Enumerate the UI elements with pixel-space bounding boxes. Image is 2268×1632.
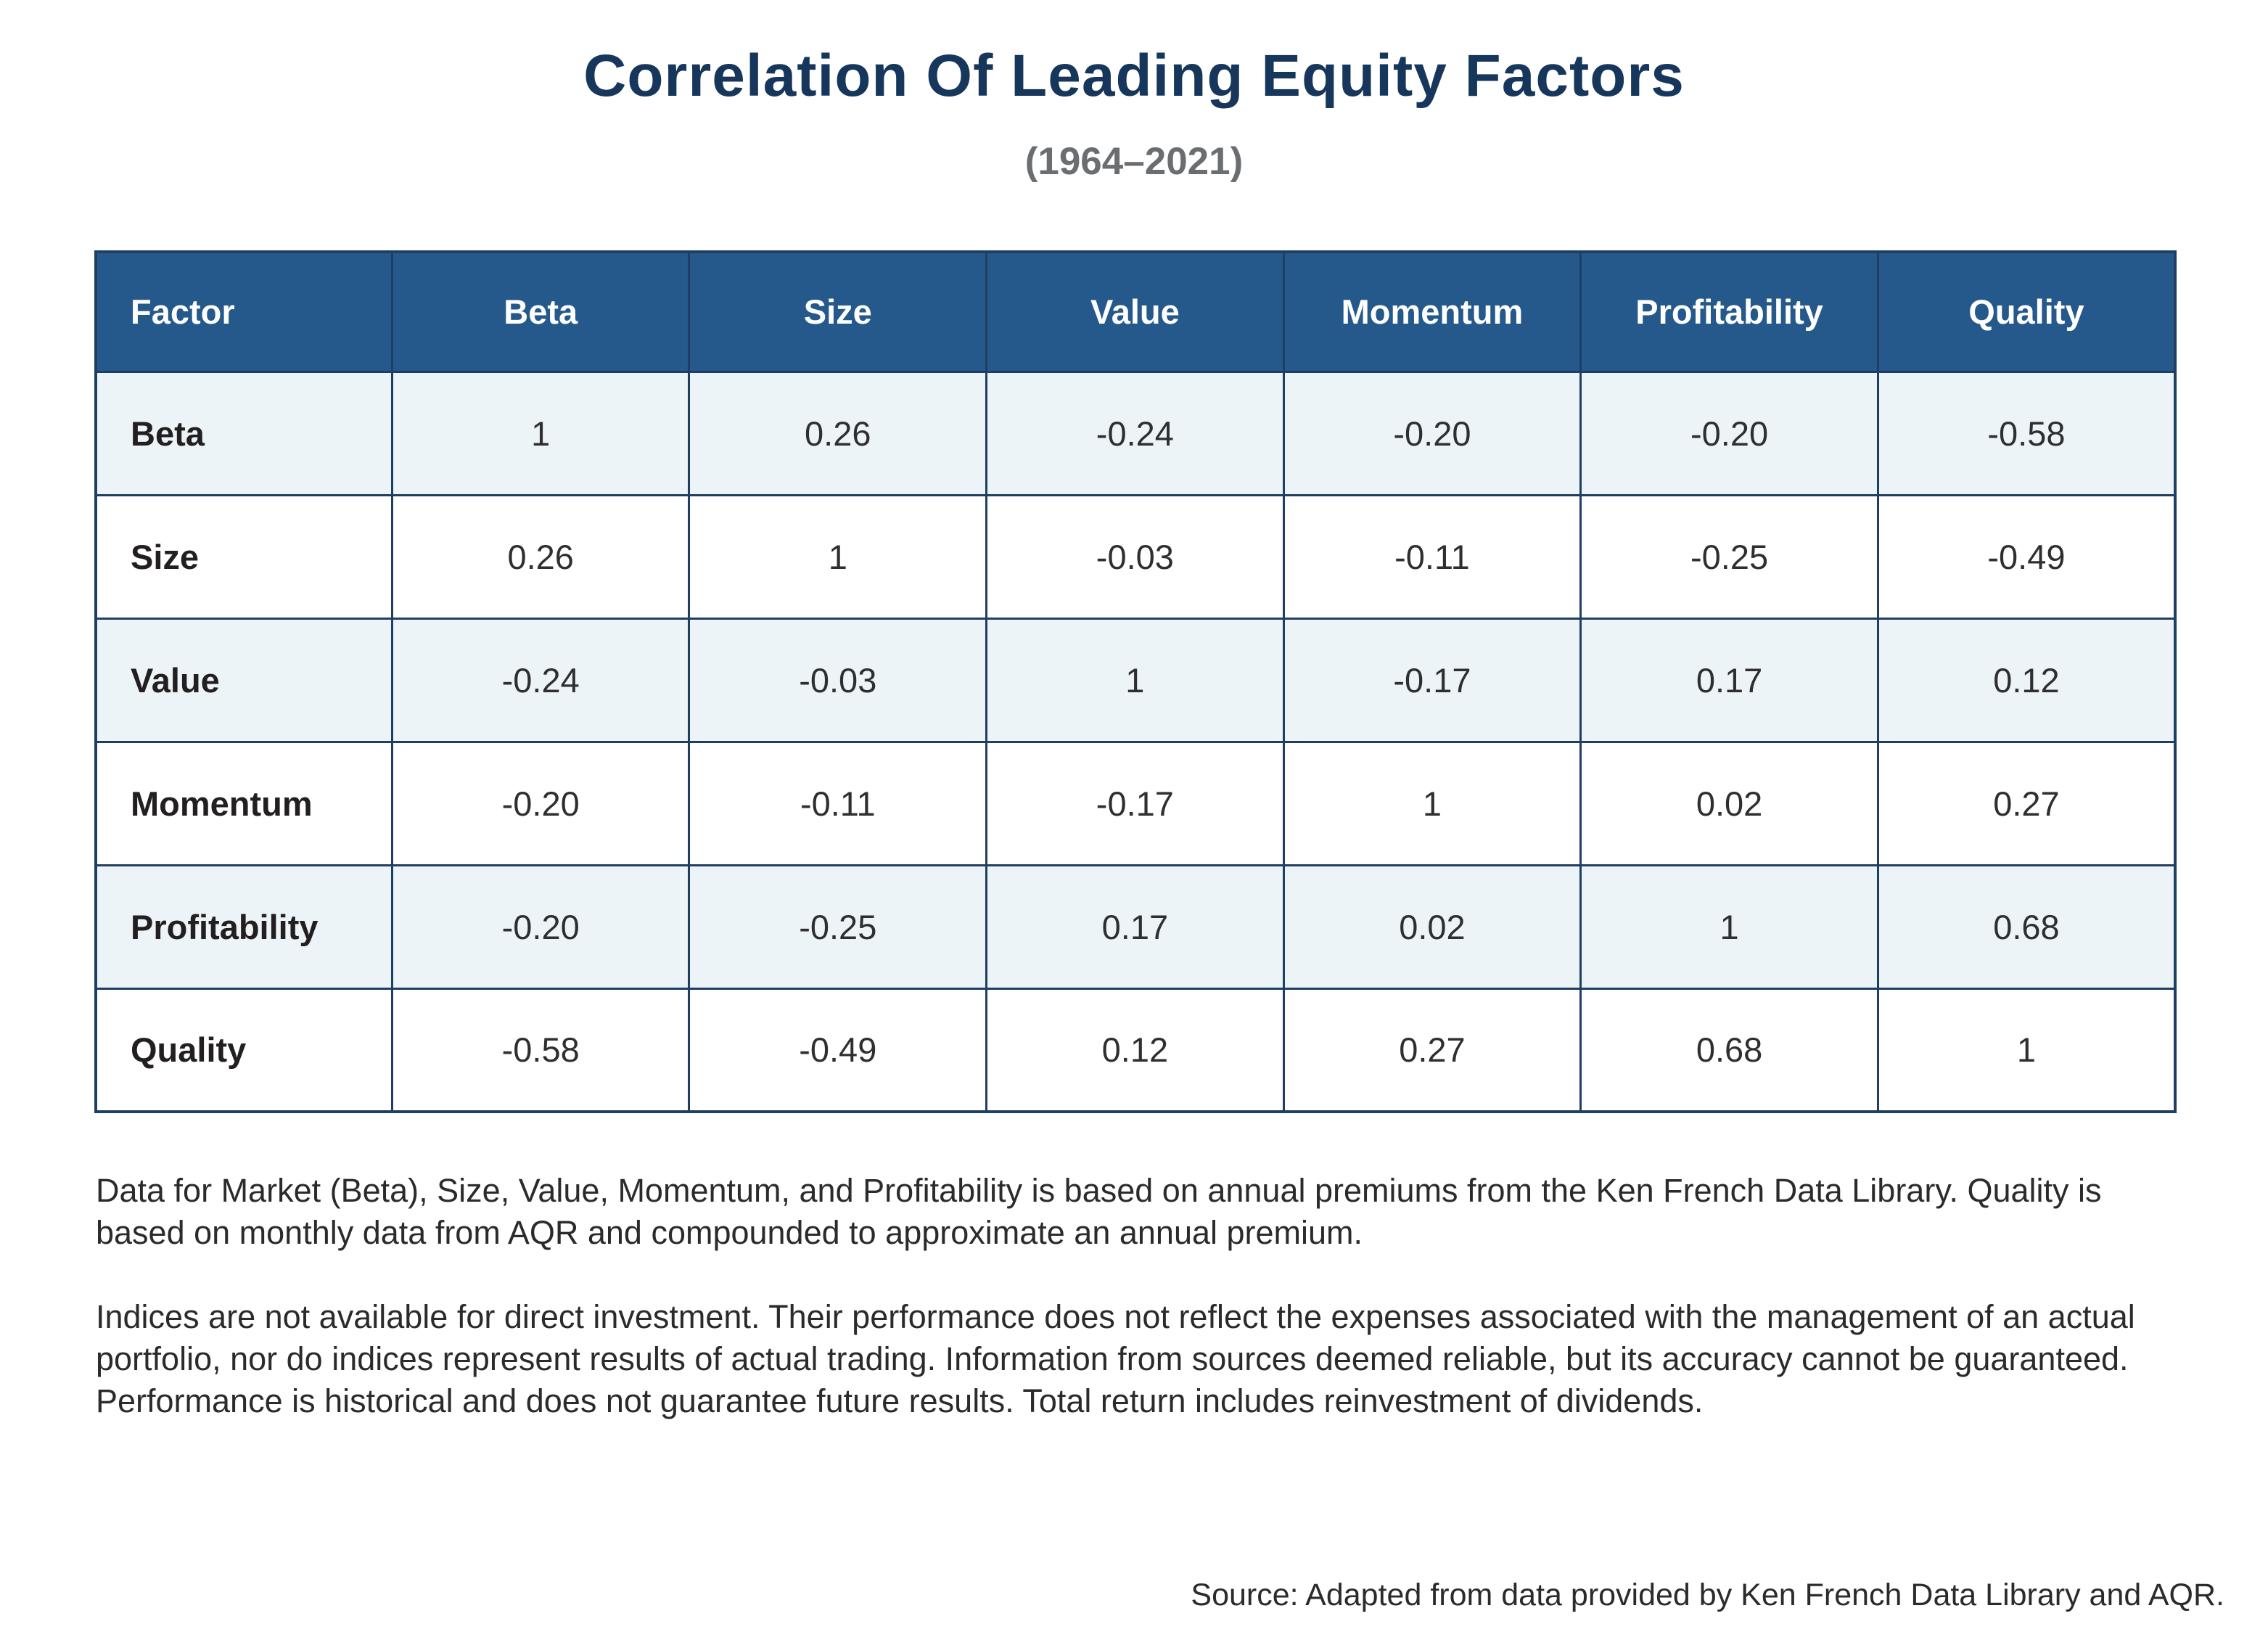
cell-value: 0.26 [688, 370, 988, 496]
cell-value: -0.17 [985, 740, 1285, 866]
cell-value: -0.49 [1876, 493, 2177, 620]
cell-value: 0.12 [985, 987, 1285, 1113]
row-label: Profitability [94, 864, 393, 990]
cell-value: 1 [688, 493, 988, 620]
header-cell-momentum: Momentum [1282, 250, 1582, 373]
row-label: Quality [94, 987, 393, 1113]
row-label: Value [94, 617, 393, 743]
table-row: Beta 1 0.26 -0.24 -0.20 -0.20 -0.58 [94, 370, 2177, 496]
cell-value: 0.02 [1579, 740, 1879, 866]
cell-value: -0.25 [688, 864, 988, 990]
cell-value: 0.68 [1579, 987, 1879, 1113]
header-cell-value: Value [985, 250, 1285, 373]
table-row: Size 0.26 1 -0.03 -0.11 -0.25 -0.49 [94, 493, 2177, 620]
source-attribution: Source: Adapted from data provided by Ke… [1191, 1578, 2224, 1612]
correlation-table: Factor Beta Size Value Momentum Profitab… [94, 250, 2177, 1113]
cell-value: -0.24 [390, 617, 691, 743]
cell-value: -0.25 [1579, 493, 1879, 620]
header-cell-profitability: Profitability [1579, 250, 1879, 373]
table-row: Quality -0.58 -0.49 0.12 0.27 0.68 1 [94, 987, 2177, 1113]
header-row: Factor Beta Size Value Momentum Profitab… [94, 250, 2177, 373]
header-cell-size: Size [688, 250, 988, 373]
cell-value: -0.24 [985, 370, 1285, 496]
cell-value: 1 [390, 370, 691, 496]
footnote-disclaimer: Indices are not available for direct inv… [96, 1298, 2135, 1420]
cell-value: 0.17 [1579, 617, 1879, 743]
header-cell-beta: Beta [390, 250, 691, 373]
cell-value: -0.20 [1579, 370, 1879, 496]
cell-value: 1 [1876, 987, 2177, 1113]
cell-value: -0.20 [1282, 370, 1582, 496]
cell-value: 0.26 [390, 493, 691, 620]
row-label: Beta [94, 370, 393, 496]
cell-value: -0.58 [390, 987, 691, 1113]
cell-value: -0.17 [1282, 617, 1582, 743]
cell-value: 0.27 [1282, 987, 1582, 1113]
footnotes: Data for Market (Beta), Size, Value, Mom… [96, 1170, 2159, 1422]
footnote-data-sources: Data for Market (Beta), Size, Value, Mom… [96, 1172, 2102, 1252]
cell-value: 0.02 [1282, 864, 1582, 990]
header-cell-factor: Factor [94, 250, 393, 373]
cell-value: -0.03 [688, 617, 988, 743]
cell-value: -0.20 [390, 864, 691, 990]
table-row: Value -0.24 -0.03 1 -0.17 0.17 0.12 [94, 617, 2177, 743]
cell-value: -0.49 [688, 987, 988, 1113]
page-subtitle: (1964–2021) [1024, 140, 1244, 183]
table-row: Profitability -0.20 -0.25 0.17 0.02 1 0.… [94, 864, 2177, 990]
cell-value: 0.17 [985, 864, 1285, 990]
page-title: Correlation Of Leading Equity Factors [583, 43, 1685, 109]
cell-value: -0.11 [688, 740, 988, 866]
cell-value: -0.20 [390, 740, 691, 866]
cell-value: 0.27 [1876, 740, 2177, 866]
cell-value: 1 [1579, 864, 1879, 990]
cell-value: 0.12 [1876, 617, 2177, 743]
header-cell-quality: Quality [1876, 250, 2177, 373]
cell-value: 0.68 [1876, 864, 2177, 990]
cell-value: -0.11 [1282, 493, 1582, 620]
cell-value: 1 [1282, 740, 1582, 866]
row-label: Size [94, 493, 393, 620]
table-row: Momentum -0.20 -0.11 -0.17 1 0.02 0.27 [94, 740, 2177, 866]
cell-value: -0.58 [1876, 370, 2177, 496]
cell-value: 1 [985, 617, 1285, 743]
row-label: Momentum [94, 740, 393, 866]
table-body: Beta 1 0.26 -0.24 -0.20 -0.20 -0.58 Size… [94, 370, 2177, 1113]
cell-value: -0.03 [985, 493, 1285, 620]
table-header: Factor Beta Size Value Momentum Profitab… [94, 250, 2177, 373]
